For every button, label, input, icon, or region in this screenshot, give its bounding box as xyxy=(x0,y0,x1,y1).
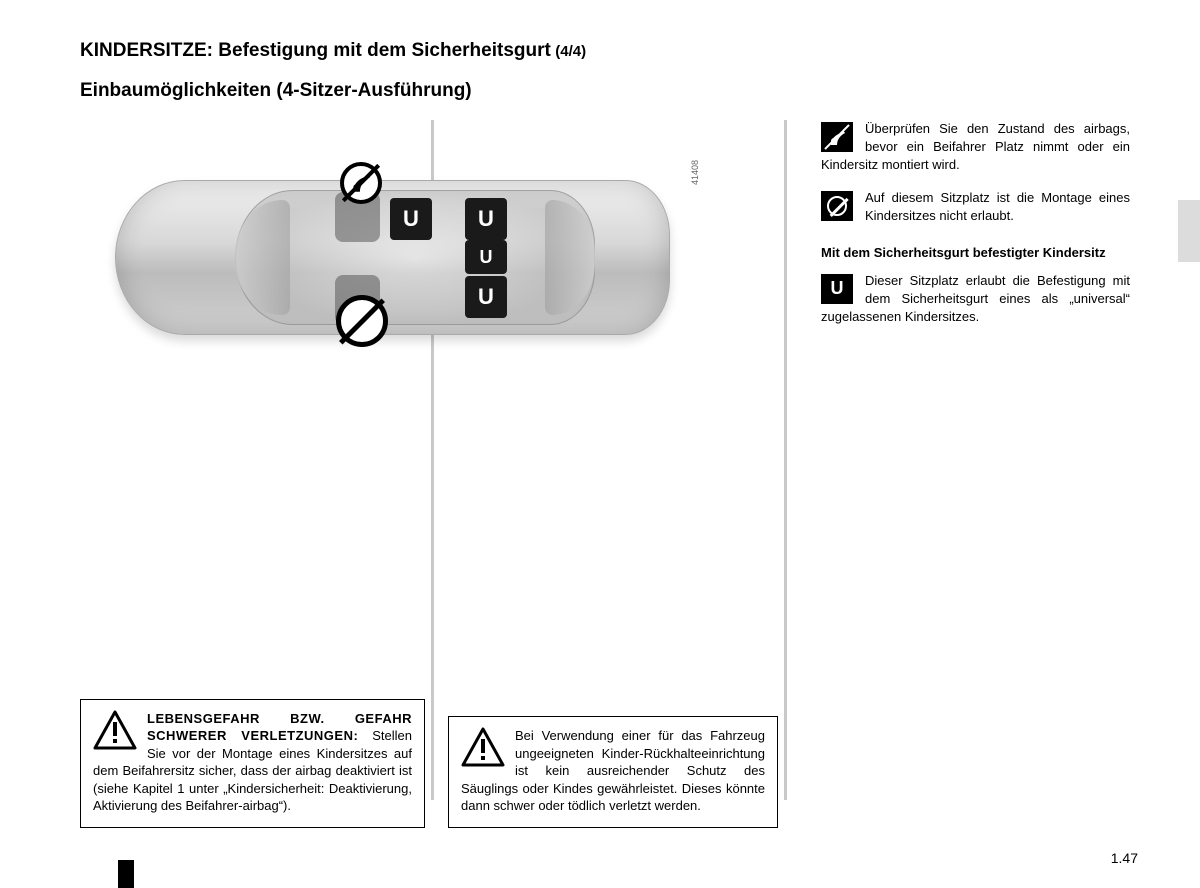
legend-prohibit-text: Auf diesem Sitzplatz ist die Montage ein… xyxy=(865,190,1130,223)
page-edge-tab xyxy=(1178,200,1200,262)
image-reference-code: 41408 xyxy=(690,160,700,185)
legend-icon-u: U xyxy=(821,274,853,304)
legend-icon-check-airbag xyxy=(821,122,853,152)
seat-label-u-rear-left: U xyxy=(465,198,507,240)
seat-label-u-rear-right: U xyxy=(465,276,507,318)
legend-item-airbag: Überprüfen Sie den Zustand des airbags, … xyxy=(821,120,1130,175)
diagram-symbol-check-airbag xyxy=(340,162,382,204)
page-subtitle: Einbaumöglichkeiten (4-Sitzer-Ausführung… xyxy=(80,80,1140,102)
legend-item-prohibit: Auf diesem Sitzplatz ist die Montage ein… xyxy=(821,189,1130,225)
page-title-part: (4/4) xyxy=(555,43,586,60)
manual-page: KINDERSITZE: Befestigung mit dem Sicherh… xyxy=(0,0,1200,888)
warning-box-danger: LEBENSGEFAHR BZW. GEFAHR SCHWERER VERLET… xyxy=(80,699,425,828)
page-number: 1.47 xyxy=(1111,850,1138,866)
legend-item-u: U Dieser Sitzplatz erlaubt die Befestigu… xyxy=(821,272,1130,327)
legend-airbag-text: Überprüfen Sie den Zustand des airbags, … xyxy=(821,121,1130,172)
warning-triangle-icon xyxy=(461,727,505,767)
seat-label-u-rear-mid: U xyxy=(465,240,507,274)
warning2-text: Bei Verwendung einer für das Fahrzeug un… xyxy=(461,728,765,813)
diagram-symbol-prohibit xyxy=(336,295,388,347)
warning-box-restraint: Bei Verwendung einer für das Fahrzeug un… xyxy=(448,716,778,828)
page-title: KINDERSITZE: Befestigung mit dem Sicherh… xyxy=(80,40,551,61)
car-top-view-diagram: U U U U 41408 xyxy=(100,140,680,370)
legend-u-text: Dieser Sitzplatz erlaubt die Befestigung… xyxy=(821,273,1130,324)
warning-triangle-icon xyxy=(93,710,137,750)
page-title-row: KINDERSITZE: Befestigung mit dem Sicherh… xyxy=(80,40,1140,62)
legend-heading: Mit dem Sicherheitsgurt befestigter Kind… xyxy=(821,245,1130,260)
legend-icon-prohibit xyxy=(821,191,853,221)
column-3-legend: Überprüfen Sie den Zustand des airbags, … xyxy=(801,120,1140,868)
column-divider-2 xyxy=(784,120,787,800)
footer-crop-mark xyxy=(118,860,134,888)
seat-label-u-front: U xyxy=(390,198,432,240)
